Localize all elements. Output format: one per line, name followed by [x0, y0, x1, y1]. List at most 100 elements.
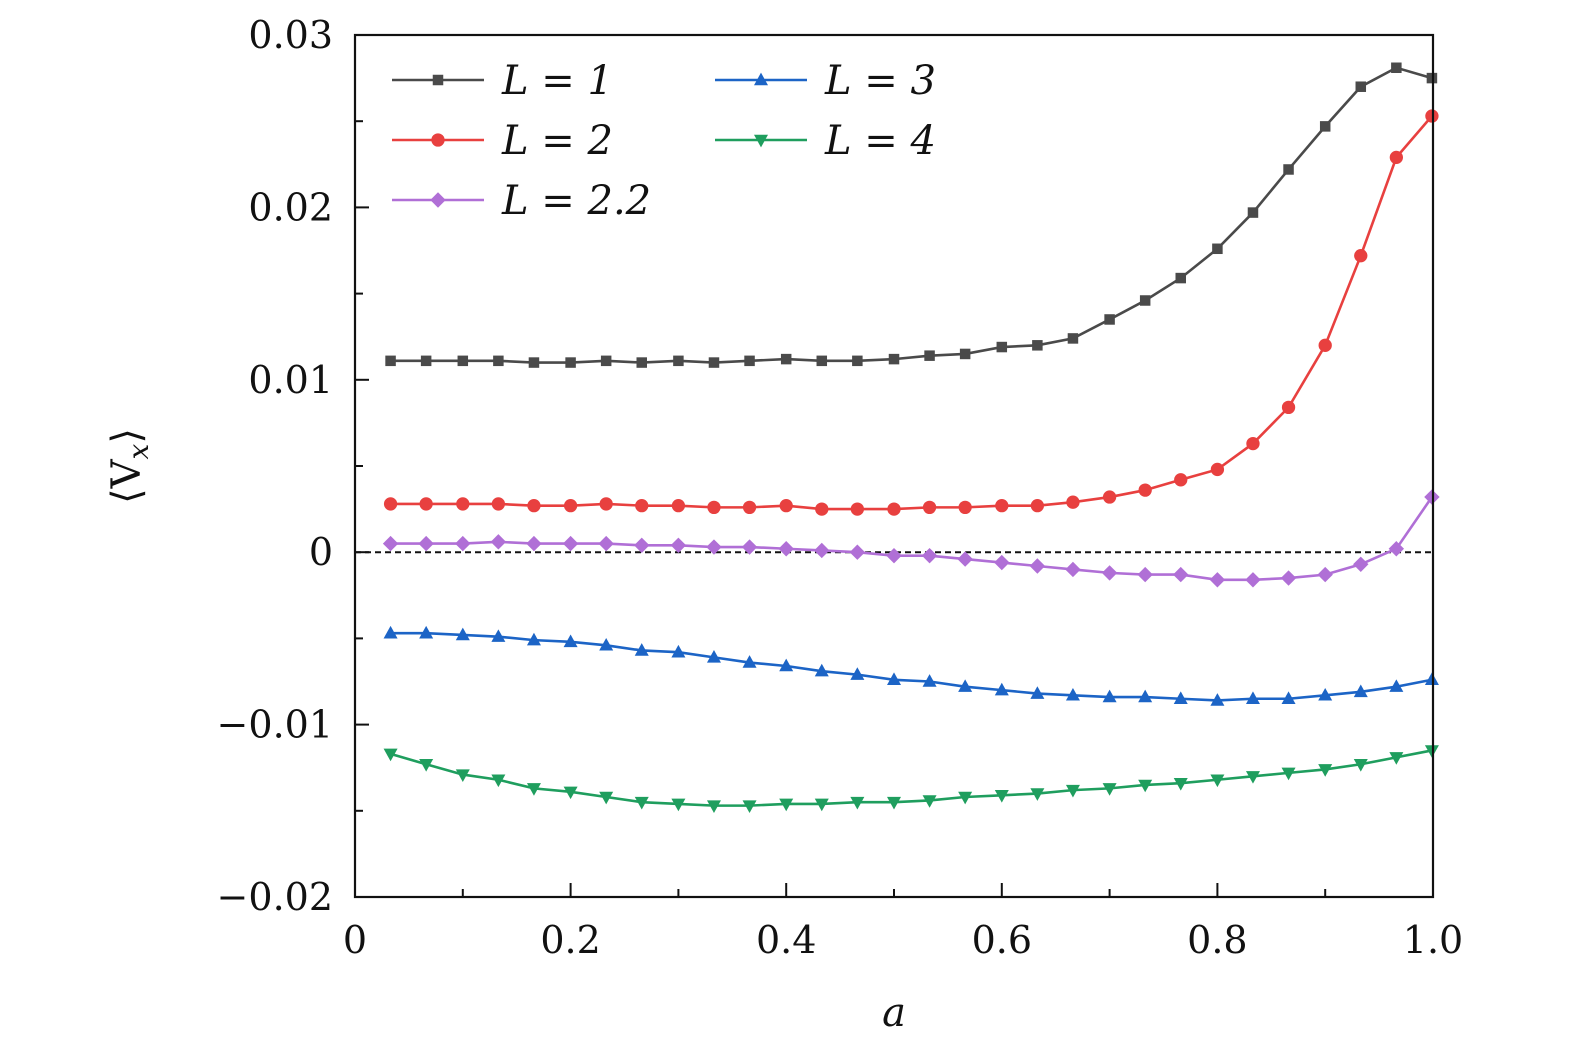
data-point — [565, 357, 576, 368]
x-tick-label: 1.0 — [1403, 918, 1463, 962]
data-point — [708, 357, 720, 368]
data-point — [1173, 566, 1189, 583]
data-point — [1030, 788, 1045, 801]
legend-label: L = 1 — [501, 58, 613, 104]
data-point — [1137, 566, 1153, 583]
data-point — [1065, 687, 1080, 701]
data-point — [887, 796, 901, 810]
data-point — [599, 497, 613, 511]
data-point — [526, 632, 541, 646]
data-point — [1281, 767, 1296, 781]
data-point — [1102, 783, 1117, 796]
data-point — [418, 535, 434, 552]
series-line — [390, 749, 1433, 807]
data-point — [1354, 249, 1368, 263]
data-point — [850, 667, 865, 680]
y-axis-label-close: ⟩ — [104, 428, 150, 444]
data-point — [1104, 314, 1115, 325]
legend-swatch-marker — [432, 74, 444, 86]
series-5 — [383, 745, 1439, 813]
data-point — [924, 350, 935, 361]
legend-entry: L = 2.2 — [392, 178, 651, 224]
y-axis-label-open: ⟨V — [104, 458, 150, 504]
data-point — [959, 348, 971, 360]
data-point — [1391, 62, 1402, 74]
data-point — [599, 637, 614, 651]
data-point — [526, 535, 542, 552]
data-point — [1175, 272, 1186, 284]
data-point — [815, 502, 829, 516]
data-point — [634, 537, 650, 554]
data-point — [493, 355, 504, 367]
data-point — [383, 497, 398, 511]
data-point — [852, 355, 863, 367]
y-axis-label-sub: x — [122, 443, 155, 459]
x-axis-label: a — [882, 990, 906, 1036]
legend-swatch-marker — [754, 72, 768, 86]
data-point — [634, 643, 649, 656]
data-point — [491, 497, 506, 511]
data-point — [635, 499, 649, 513]
data-point — [779, 798, 794, 812]
data-point — [995, 499, 1009, 513]
data-point — [634, 796, 649, 810]
series-layer — [382, 62, 1440, 813]
data-point — [1210, 462, 1225, 477]
data-point — [706, 800, 721, 813]
data-point — [921, 547, 938, 564]
data-point — [673, 355, 684, 367]
legend-entry: L = 4 — [715, 118, 936, 164]
legend: L = 1 L = 2 L = 2.2 L = 3 L = 4 — [392, 58, 936, 224]
data-point — [1138, 779, 1153, 793]
data-point — [383, 625, 398, 639]
series-line — [390, 115, 1433, 511]
series-line — [390, 66, 1433, 364]
y-tick-label: 0 — [309, 530, 333, 574]
data-point — [888, 353, 900, 365]
data-point — [994, 554, 1010, 571]
data-point — [671, 499, 686, 513]
legend-label: L = 2 — [501, 118, 613, 164]
x-tick-label: 0.2 — [540, 918, 600, 962]
data-point — [455, 535, 471, 552]
data-point — [527, 499, 541, 513]
data-point — [1389, 679, 1404, 692]
legend-label: L = 2.2 — [501, 178, 651, 224]
data-point — [1101, 565, 1118, 581]
data-point — [1388, 541, 1405, 557]
data-point — [562, 535, 579, 552]
data-point — [1283, 164, 1294, 175]
data-point — [887, 672, 901, 686]
data-point — [1245, 572, 1261, 588]
data-point — [779, 499, 793, 513]
data-point — [671, 798, 686, 812]
data-point — [850, 796, 865, 810]
data-point — [599, 791, 614, 805]
data-point — [1067, 333, 1079, 344]
data-point — [1389, 752, 1404, 765]
legend-swatch-marker — [430, 192, 446, 208]
data-point — [1030, 686, 1045, 699]
y-tick-label: 0.02 — [248, 185, 333, 229]
data-point — [742, 655, 757, 668]
data-point — [382, 535, 399, 552]
y-tick-label: 0.03 — [248, 13, 333, 57]
data-point — [1102, 689, 1117, 703]
data-point — [600, 355, 612, 367]
data-point — [563, 634, 578, 648]
data-point — [671, 644, 686, 658]
data-point — [1030, 499, 1045, 513]
data-point — [922, 674, 937, 687]
data-point — [1138, 689, 1153, 703]
data-point — [1032, 340, 1043, 351]
data-point — [1138, 483, 1152, 497]
data-point — [419, 759, 434, 772]
data-point — [419, 497, 433, 511]
data-point — [958, 791, 973, 805]
series-line — [390, 631, 1433, 702]
data-point — [1029, 558, 1046, 574]
data-point — [491, 774, 506, 788]
data-point — [1353, 556, 1369, 572]
x-tick-label: 0.4 — [756, 918, 816, 962]
